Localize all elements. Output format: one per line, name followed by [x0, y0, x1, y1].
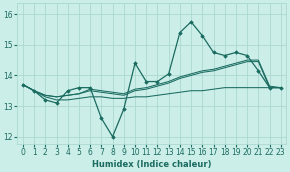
X-axis label: Humidex (Indice chaleur): Humidex (Indice chaleur) [92, 159, 212, 169]
